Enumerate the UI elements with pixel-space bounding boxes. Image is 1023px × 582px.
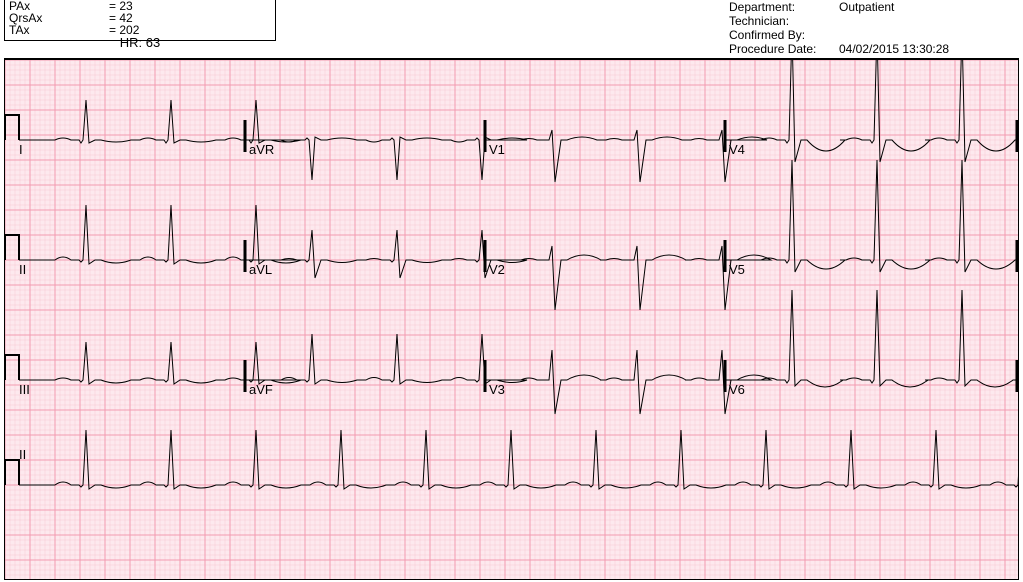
lead-label-iii: III — [19, 382, 30, 397]
lead-label-ii: II — [19, 447, 26, 462]
lead-label-avf: aVF — [249, 382, 273, 397]
tech-value — [839, 14, 1019, 28]
conf-value — [839, 28, 1019, 42]
lead-label-avl: aVL — [249, 262, 272, 277]
lead-label-v3: V3 — [489, 382, 505, 397]
dept-value: Outpatient — [839, 0, 1019, 14]
ecg-grid-area — [4, 58, 1019, 580]
lead-label-v4: V4 — [729, 142, 745, 157]
conf-label: Confirmed By: — [729, 28, 839, 42]
dept-label: Department: — [729, 0, 839, 14]
lead-label-v6: V6 — [729, 382, 745, 397]
header-right-panel: Department: Outpatient Technician: Confi… — [729, 0, 1019, 56]
tax-label: TAx — [5, 24, 109, 36]
date-label: Procedure Date: — [729, 42, 839, 56]
ecg-svg — [5, 60, 1018, 579]
header-left-panel: PAx = 23 QrsAx = 42 TAx = 202 HR: 63 — [4, 0, 276, 41]
date-value: 04/02/2015 13:30:28 — [839, 42, 1019, 56]
lead-label-i: I — [19, 142, 23, 157]
lead-label-avr: aVR — [249, 142, 274, 157]
lead-label-v2: V2 — [489, 262, 505, 277]
pax-value: = 23 — [109, 0, 275, 12]
lead-label-ii: II — [19, 262, 26, 277]
tech-label: Technician: — [729, 14, 839, 28]
lead-label-v1: V1 — [489, 142, 505, 157]
hr-value: HR: 63 — [5, 36, 275, 50]
lead-label-v5: V5 — [729, 262, 745, 277]
